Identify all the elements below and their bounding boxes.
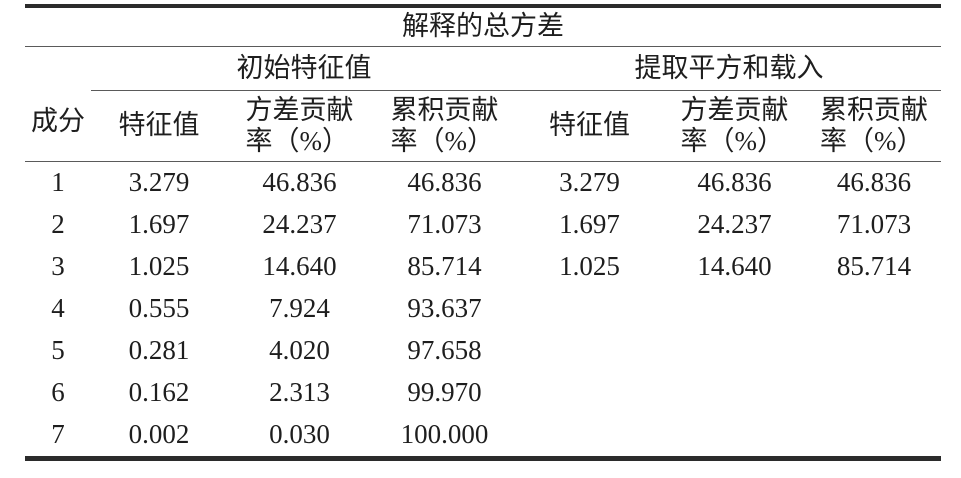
cell-extraction-eigenvalue: [517, 288, 662, 330]
cell-initial-variance: 24.237: [262, 209, 337, 240]
cell-extraction-eigenvalue: [517, 372, 662, 414]
cell-component: 3: [51, 251, 65, 282]
cell-initial-variance: 46.836: [262, 167, 337, 198]
col-header-variance-extraction: 方差贡献 率（%）: [662, 90, 807, 162]
variance-header-text: 方差贡献 率（%）: [246, 95, 354, 157]
cell-component: 2: [51, 209, 65, 240]
cumulative-header-line1: 累积贡献: [390, 94, 499, 125]
table-row: 7 0.002 0.030 100.000: [25, 414, 941, 459]
table-title-row: 解释的总方差: [25, 6, 942, 47]
cumulative-header-text: 累积贡献 率（%）: [820, 95, 928, 157]
total-variance-table: 解释的总方差 成分 初始特征值 提取平方和载入 特征值 方差贡献 率（%） 累积贡…: [25, 4, 942, 461]
table-title: 解释的总方差: [25, 6, 942, 47]
variance-header-text: 方差贡献 率（%）: [681, 95, 789, 157]
cell-initial-eigenvalue: 0.002: [128, 419, 190, 450]
table-row: 5 0.281 4.020 97.658: [25, 330, 941, 372]
variance-header-line2: 率（%）: [245, 126, 350, 156]
cell-extraction-variance: 14.640: [697, 251, 772, 282]
cell-extraction-variance: 24.237: [697, 209, 772, 240]
cell-extraction-variance: [662, 288, 807, 330]
variance-header-line1: 方差贡献: [245, 94, 354, 125]
group-header-initial-eigenvalues: 初始特征值: [91, 46, 517, 91]
cell-component: 1: [51, 167, 65, 198]
cell-initial-eigenvalue: 0.555: [128, 293, 190, 324]
cell-initial-cumulative: 93.637: [407, 293, 482, 324]
group-header-extraction-loadings: 提取平方和载入: [517, 46, 942, 91]
col-header-cumulative-extraction: 累积贡献 率（%）: [807, 90, 942, 162]
cell-initial-eigenvalue: 1.025: [128, 251, 190, 282]
cell-component: 4: [51, 293, 65, 324]
cumulative-header-line2: 率（%）: [390, 126, 495, 156]
cell-extraction-cumulative: 46.836: [836, 167, 912, 198]
cell-extraction-cumulative: [807, 288, 941, 330]
cell-extraction-eigenvalue: 1.697: [559, 209, 620, 240]
col-header-cumulative-initial: 累积贡献 率（%）: [372, 90, 517, 162]
cell-initial-variance: 2.313: [269, 377, 330, 408]
table-row: 4 0.555 7.924 93.637: [25, 288, 941, 330]
cell-component: 6: [51, 377, 65, 408]
cell-initial-cumulative: 100.000: [400, 419, 489, 450]
cell-extraction-variance: 46.836: [697, 167, 772, 198]
cell-initial-variance: 0.030: [269, 419, 330, 450]
col-header-eigenvalue-extraction: 特征值: [517, 90, 662, 162]
table-row: 6 0.162 2.313 99.970: [25, 372, 941, 414]
table-row: 2 1.697 24.237 71.073 1.697 24.237 71.07…: [25, 204, 941, 246]
sub-header-row: 特征值 方差贡献 率（%） 累积贡献 率（%） 特征值 方差贡献 率（%） 累积贡献率…: [25, 90, 942, 162]
variance-header-line1: 方差贡献: [680, 94, 789, 125]
cell-extraction-variance: [662, 330, 807, 372]
cell-extraction-variance: [662, 372, 807, 414]
cell-initial-variance: 14.640: [262, 251, 337, 282]
cell-extraction-cumulative: [807, 372, 941, 414]
cell-extraction-cumulative: [807, 330, 941, 372]
col-header-component: 成分: [25, 46, 91, 162]
cell-initial-cumulative: 46.836: [407, 167, 482, 198]
cell-initial-cumulative: 85.714: [407, 251, 482, 282]
cumulative-header-text: 累积贡献 率（%）: [391, 95, 499, 157]
cell-extraction-eigenvalue: 1.025: [559, 251, 620, 282]
cell-extraction-eigenvalue: [517, 330, 662, 372]
cell-extraction-cumulative: 71.073: [836, 209, 912, 240]
cell-initial-eigenvalue: 1.697: [128, 209, 190, 240]
group-header-row: 成分 初始特征值 提取平方和载入: [25, 46, 942, 162]
cell-extraction-eigenvalue: [517, 414, 662, 459]
table-row: 1 3.279 46.836 46.836 3.279 46.836 46.83…: [25, 162, 941, 205]
variance-header-line2: 率（%）: [680, 126, 785, 156]
col-header-variance-initial: 方差贡献 率（%）: [227, 90, 372, 162]
cell-extraction-eigenvalue: 3.279: [559, 167, 620, 198]
cell-extraction-cumulative: 85.714: [836, 251, 912, 282]
col-header-eigenvalue-initial: 特征值: [91, 90, 227, 162]
table-row: 3 1.025 14.640 85.714 1.025 14.640 85.71…: [25, 246, 941, 288]
cell-initial-eigenvalue: 0.162: [128, 377, 190, 408]
cell-component: 7: [51, 419, 65, 450]
cell-component: 5: [51, 335, 65, 366]
cell-initial-cumulative: 97.658: [407, 335, 482, 366]
cumulative-header-line2: 率（%）: [820, 126, 924, 156]
cell-initial-eigenvalue: 0.281: [128, 335, 190, 366]
cell-initial-variance: 4.020: [269, 335, 330, 366]
cell-initial-cumulative: 71.073: [407, 209, 482, 240]
cell-extraction-variance: [662, 414, 807, 459]
cell-initial-variance: 7.924: [269, 293, 330, 324]
cumulative-header-line1: 累积贡献: [820, 94, 928, 125]
cell-initial-eigenvalue: 3.279: [128, 167, 190, 198]
cell-extraction-cumulative: [807, 414, 941, 459]
cell-initial-cumulative: 99.970: [407, 377, 482, 408]
